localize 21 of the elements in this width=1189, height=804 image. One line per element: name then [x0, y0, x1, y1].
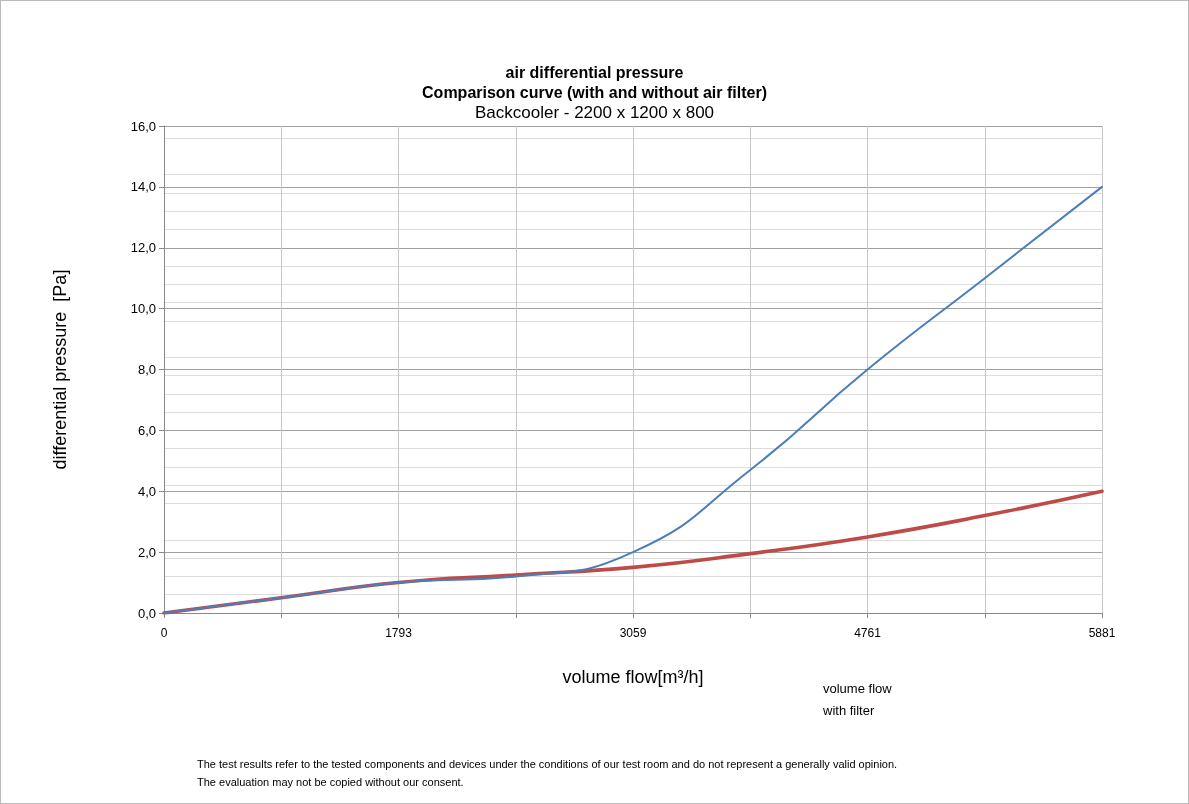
x-tick-label: 1793 — [385, 626, 413, 640]
x-axis-title: volume flow[m³/h] — [562, 667, 704, 687]
y-tick-label: 6,0 — [137, 422, 156, 438]
y-tick-label: 12,0 — [130, 240, 156, 256]
text: volume flow with filter — [822, 680, 893, 718]
y-tick-label: 4,0 — [137, 483, 156, 499]
chart-subtitle: Comparison curve (with and without air filter) — [422, 83, 767, 101]
y-tick-label: 16,0 — [130, 118, 156, 134]
y-tick-label: 10,0 — [130, 301, 156, 317]
text: Backcooler - 2200 x 1200 x 800 — [474, 103, 715, 122]
x-tick-label: 3059 — [619, 626, 647, 640]
x-tick-label: 4761 — [854, 626, 882, 640]
x-tick-label: 5881 — [1088, 626, 1116, 640]
y-tick-label: 14,0 — [130, 179, 156, 195]
text: The test results refer to the tested components and devices under the conditions of our test room and do not represent a generally valid opinion. The evaluation may not be copied without our consent. — [197, 758, 898, 788]
y-tick-label: 2,0 — [137, 544, 156, 560]
y-axis-title: differential pressure [Pa] — [50, 269, 70, 470]
x-tick-label: 0 — [160, 626, 168, 640]
chart-title: air differential pressure — [505, 63, 684, 81]
y-tick-label: 0,0 — [137, 605, 156, 621]
y-tick-label: 8,0 — [137, 362, 156, 377]
